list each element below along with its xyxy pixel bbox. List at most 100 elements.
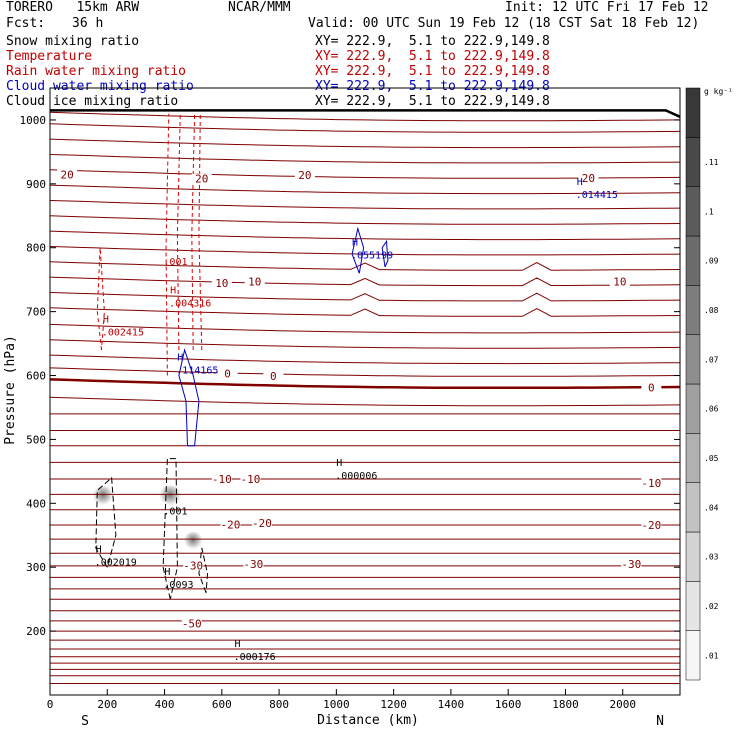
hydrometeor-contours-layer — [95, 113, 389, 600]
colorbar-swatch-7 — [685, 285, 701, 335]
maximum-marker-10: H — [577, 177, 583, 188]
y-axis-label: Pressure (hPa) — [3, 335, 18, 445]
snow-plume-2 — [183, 531, 203, 552]
x-tick-label-4: 800 — [269, 698, 289, 711]
x-tick-label-8: 1600 — [495, 698, 522, 711]
rain-contour-2 — [176, 113, 181, 351]
maximum-marker-6: H — [103, 314, 109, 325]
x-tick-label-2: 400 — [155, 698, 175, 711]
temperature-label-bg-2 — [243, 559, 264, 570]
y-tick-label-5: 700 — [26, 306, 46, 319]
temperature-label-bg-17 — [191, 173, 212, 184]
temperature-contour — [49, 378, 681, 390]
colorbar-swatch-8 — [685, 235, 701, 286]
ice-contour-2 — [198, 547, 209, 593]
y-tick-label-4: 600 — [26, 370, 46, 383]
colorbar-tick-label-10: .11 — [704, 158, 719, 167]
maximum-value-6: .002415 — [102, 327, 144, 338]
colorbar-tick-label-0: .01 — [704, 651, 719, 660]
cloud-water-contour-2 — [381, 239, 389, 268]
temperature-label-13: 10 — [215, 277, 228, 290]
maximum-marker-5: H — [177, 353, 183, 364]
temperature-label-bg-0 — [181, 618, 202, 629]
maximum-marker-1: H — [164, 567, 170, 578]
temperature-label-9: -10 — [641, 477, 661, 490]
colorbar-tick-label-2: .03 — [704, 553, 719, 562]
endpoint-south-label: S — [81, 714, 89, 729]
x-tick-label-6: 1200 — [380, 698, 407, 711]
temperature-contour — [49, 307, 681, 317]
temperature-contour — [49, 276, 681, 287]
y-tick-label-7: 900 — [26, 178, 46, 191]
surface-line — [50, 109, 681, 118]
temperature-label-16: 20 — [61, 168, 74, 181]
maximum-marker-4: H — [336, 458, 342, 469]
x-tick-label-5: 1000 — [323, 698, 350, 711]
temperature-contour — [49, 111, 681, 122]
maximum-value-5: .114165 — [176, 366, 218, 377]
temperature-contour — [49, 154, 681, 164]
x-tick-label-7: 1400 — [438, 698, 465, 711]
temperature-label-11: 0 — [270, 370, 277, 383]
temperature-label-4: -20 — [220, 518, 240, 531]
colorbar-swatch-11 — [685, 87, 701, 138]
maximum-value-10: .014415 — [576, 190, 618, 201]
colorbar-tick-label-7: .08 — [704, 306, 719, 315]
temperature-label-bg-18 — [294, 169, 315, 180]
temperature-contour — [49, 261, 681, 271]
temperature-contour — [49, 215, 681, 225]
maximum-value-0: .000176 — [234, 652, 276, 663]
y-tick-label-1: 300 — [26, 561, 46, 574]
x-tick-label-1: 200 — [97, 698, 117, 711]
temperature-label-bg-13 — [211, 277, 232, 288]
rain-contour-4 — [198, 113, 203, 351]
temperature-contour — [49, 367, 681, 377]
colorbar-swatch-5 — [685, 383, 701, 434]
colorbar-swatch-2 — [685, 531, 701, 582]
temperature-label-bg-10 — [217, 368, 238, 379]
field-xy-rain: XY= 222.9, 5.1 to 222.9,149.8 — [315, 64, 550, 79]
colorbar-tick-label-1: .02 — [704, 602, 719, 611]
y-tick-label-3: 500 — [26, 433, 46, 446]
temperature-label-15: 10 — [613, 276, 626, 289]
plot-frame — [49, 87, 681, 696]
temperature-contour — [49, 138, 681, 149]
model-title: TORERO 15km ARW — [6, 0, 140, 15]
colorbar-unit-label: g kg⁻¹ — [704, 87, 733, 96]
temperature-contour — [49, 246, 681, 256]
x-tick-label-3: 600 — [212, 698, 232, 711]
temperature-contour — [49, 339, 681, 349]
temperature-label-bg-8 — [240, 474, 261, 485]
temperature-label-0: -50 — [182, 617, 202, 630]
valid-time: Valid: 00 UTC Sun 19 Feb 12 (18 CST Sat … — [308, 16, 700, 31]
field-name-cloud-water: Cloud water mixing ratio — [6, 79, 194, 94]
field-xy-cloud-water: XY= 222.9, 5.1 to 222.9,149.8 — [315, 79, 550, 94]
field-xy-snow: XY= 222.9, 5.1 to 222.9,149.8 — [315, 34, 550, 49]
field-name-snow: Snow mixing ratio — [6, 34, 140, 49]
temperature-label-bg-15 — [609, 276, 630, 287]
org-label: NCAR/MMM — [228, 0, 291, 15]
y-tick-label-0: 200 — [26, 625, 46, 638]
y-tick-label-2: 400 — [26, 497, 46, 510]
temperature-label-18: 20 — [298, 169, 311, 182]
temperature-label-bg-3 — [621, 559, 642, 570]
rain-contour-1 — [165, 113, 170, 376]
snow-shading-layer — [92, 485, 203, 552]
temperature-label-14: 10 — [248, 276, 261, 289]
temperature-contour — [49, 184, 681, 195]
x-axis-label: Distance (km) — [317, 713, 419, 728]
temperature-label-10: 0 — [224, 368, 231, 381]
temperature-label-6: -20 — [641, 519, 661, 532]
temperature-label-bg-5 — [251, 518, 272, 529]
maximum-value-1: .0093 — [163, 580, 193, 591]
colorbar-tick-label-5: .06 — [704, 405, 719, 414]
field-name-temperature: Temperature — [6, 49, 93, 64]
ice-contour-0 — [95, 476, 117, 568]
temperature-contour — [49, 354, 681, 365]
temperature-label-bg-1 — [183, 560, 204, 571]
maximum-marker-2: H — [96, 544, 102, 555]
temperature-contour — [49, 123, 681, 133]
colorbar-swatch-6 — [685, 334, 701, 385]
maximum-value-9: .055199 — [351, 251, 393, 262]
field-xy-temperature: XY= 222.9, 5.1 to 222.9,149.8 — [315, 49, 550, 64]
